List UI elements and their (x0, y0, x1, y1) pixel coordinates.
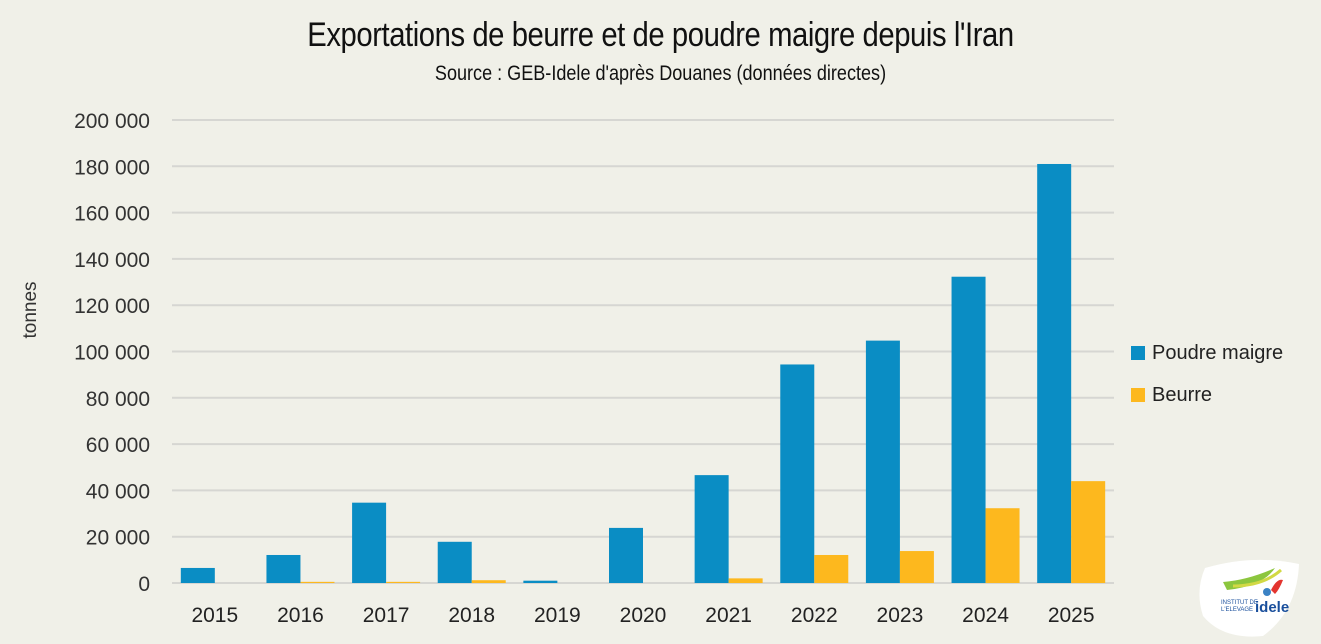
x-tick-label: 2021 (705, 604, 752, 627)
y-tick-label: 200 000 (74, 110, 150, 133)
y-axis-label: tonnes (20, 281, 41, 338)
y-tick-label: 160 000 (74, 203, 150, 226)
legend-label-poudre-maigre: Poudre maigre (1152, 341, 1284, 364)
x-tick-label: 2023 (877, 604, 924, 627)
x-tick-label: 2025 (1048, 604, 1095, 627)
bar-poudre-maigre-2017 (352, 502, 387, 583)
y-tick-label: 120 000 (74, 295, 150, 318)
y-tick-label: 180 000 (74, 156, 150, 179)
svg-text:idele: idele (1255, 599, 1289, 616)
bar-beurre-2017 (386, 581, 421, 583)
svg-text:L'ELEVAGE: L'ELEVAGE (1221, 607, 1253, 613)
legend-swatch-poudre-maigre (1131, 346, 1145, 360)
bar-poudre-maigre-2016 (266, 554, 301, 583)
legend-item-poudre-maigre: Poudre maigre (1131, 332, 1283, 374)
legend-item-beurre: Beurre (1131, 374, 1283, 416)
bar-poudre-maigre-2025 (1037, 163, 1072, 584)
bar-poudre-maigre-2021 (694, 475, 729, 583)
chart-subtitle: Source : GEB-Idele d'après Douanes (donn… (434, 62, 887, 85)
bar-beurre-2024 (985, 508, 1020, 583)
legend: Poudre maigre Beurre (1131, 332, 1283, 416)
bar-poudre-maigre-2022 (780, 364, 815, 583)
bar-poudre-maigre-2019 (523, 580, 558, 583)
idele-logo-icon: INSTITUT DE L'ELEVAGE idele (1199, 559, 1299, 637)
bar-beurre-2022 (814, 554, 849, 583)
bar-beurre-2025 (1071, 481, 1106, 583)
y-tick-label: 20 000 (86, 527, 150, 550)
x-tick-label: 2020 (620, 604, 667, 627)
x-tick-label: 2022 (791, 604, 838, 627)
x-tick-label: 2016 (277, 604, 324, 627)
bar-beurre-2016 (300, 581, 335, 583)
y-tick-label: 80 000 (86, 388, 150, 411)
bar-poudre-maigre-2015 (180, 567, 215, 583)
bar-poudre-maigre-2018 (437, 541, 472, 583)
bar-beurre-2018 (471, 580, 506, 583)
x-tick-label: 2024 (962, 604, 1009, 627)
y-tick-label: 0 (138, 573, 150, 596)
bar-beurre-2021 (728, 578, 763, 583)
y-tick-label: 100 000 (74, 342, 150, 365)
x-tick-label: 2015 (191, 604, 238, 627)
bar-poudre-maigre-2024 (951, 276, 986, 583)
bar-poudre-maigre-2023 (865, 340, 900, 583)
legend-swatch-beurre (1131, 388, 1145, 402)
svg-text:INSTITUT DE: INSTITUT DE (1221, 600, 1258, 606)
y-tick-label: 40 000 (86, 480, 150, 503)
y-tick-label: 60 000 (86, 434, 150, 457)
x-tick-label: 2019 (534, 604, 581, 627)
chart-title: Exportations de beurre et de poudre maig… (307, 16, 1014, 54)
x-tick-label: 2017 (363, 604, 410, 627)
y-tick-label: 140 000 (74, 249, 150, 272)
bar-poudre-maigre-2020 (609, 527, 643, 583)
legend-label-beurre: Beurre (1152, 383, 1213, 406)
x-tick-label: 2018 (448, 604, 495, 627)
bar-beurre-2023 (899, 551, 934, 583)
idele-logo: INSTITUT DE L'ELEVAGE idele (1193, 556, 1305, 642)
